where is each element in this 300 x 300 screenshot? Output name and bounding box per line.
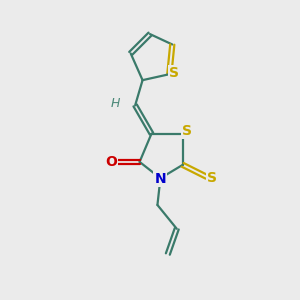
Text: O: O [105,155,117,169]
Text: N: N [154,172,166,186]
Text: S: S [169,66,179,80]
Text: H: H [111,98,121,110]
Text: S: S [182,124,192,138]
Text: S: S [207,171,217,185]
